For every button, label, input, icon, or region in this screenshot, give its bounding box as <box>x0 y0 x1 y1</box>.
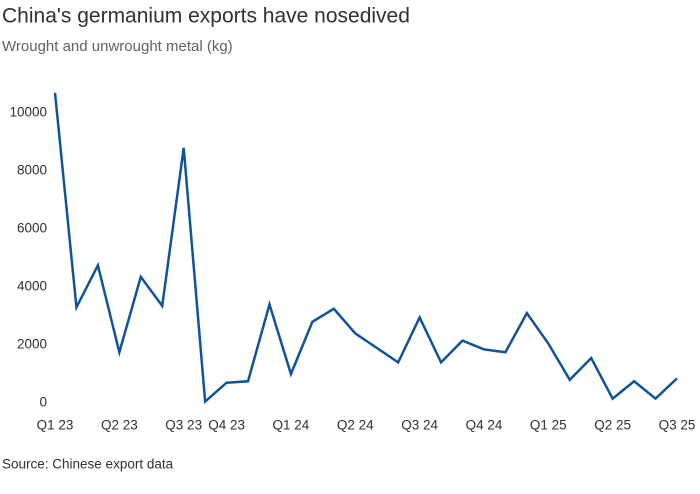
line <box>53 92 678 405</box>
x-tick-label: Q3 23 <box>165 418 202 433</box>
y-tick-label: 10000 <box>9 105 47 120</box>
x-tick-label: Q4 23 <box>208 418 245 433</box>
y-tick-label: 6000 <box>17 221 47 236</box>
x-tick-label: Q1 25 <box>530 418 567 433</box>
y-tick-label: 4000 <box>17 279 47 294</box>
chart-subtitle: Wrought and unwrought metal (kg) <box>2 38 233 55</box>
x-tick-label: Q3 24 <box>401 418 438 433</box>
x-tick-label: Q3 25 <box>659 418 696 433</box>
x-tick-label: Q4 24 <box>466 418 503 433</box>
y-tick-label: 0 <box>39 395 47 410</box>
x-tick-label: Q2 24 <box>337 418 374 433</box>
chart-title: China's germanium exports have nosedived <box>2 5 410 28</box>
x-tick-label: Q2 25 <box>594 418 631 433</box>
x-tick-label: Q2 23 <box>101 418 138 433</box>
x-tick-label: Q1 24 <box>273 418 310 433</box>
x-tick-label: Q1 23 <box>37 418 74 433</box>
source: Source: Chinese export data <box>2 457 174 472</box>
y-tick-label: 8000 <box>17 163 47 178</box>
y-tick-label: 2000 <box>17 337 47 352</box>
